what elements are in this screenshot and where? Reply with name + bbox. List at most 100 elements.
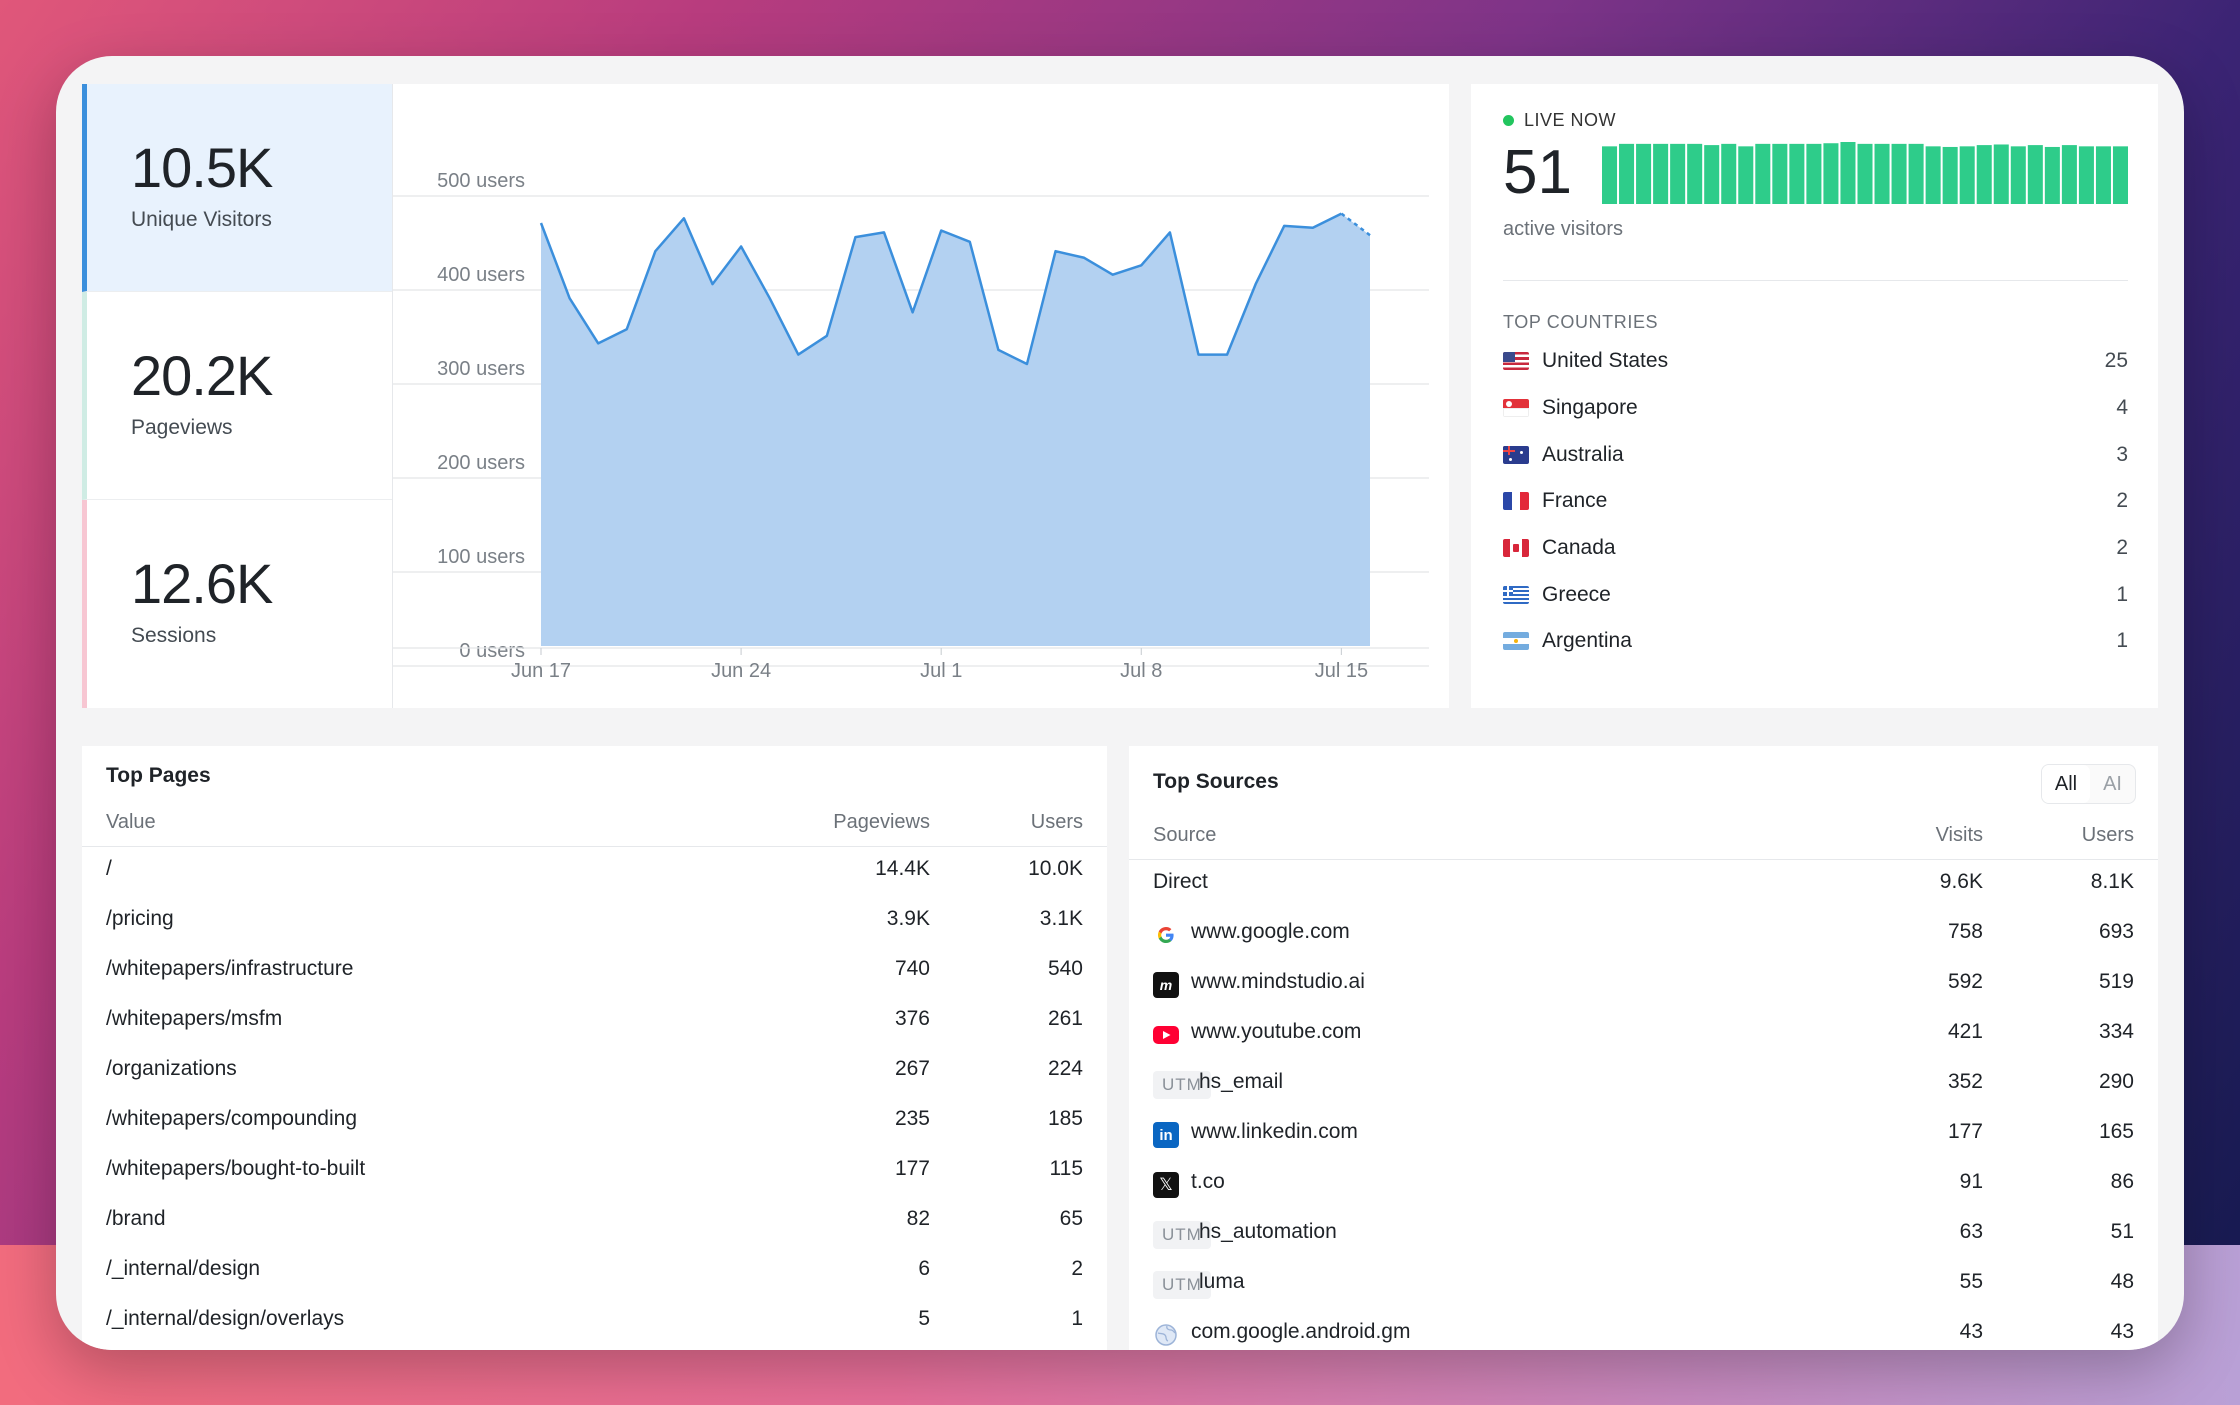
- live-status-dot-icon: [1503, 115, 1514, 126]
- country-row[interactable]: Australia 3: [1503, 431, 2128, 478]
- column-header-source[interactable]: Source: [1153, 824, 1217, 846]
- data-point[interactable]: [767, 295, 773, 301]
- data-point[interactable]: [538, 220, 544, 226]
- visits-value: 352: [1947, 1070, 1983, 1093]
- data-point[interactable]: [710, 281, 716, 287]
- country-row[interactable]: Singapore 4: [1503, 385, 2128, 432]
- data-point[interactable]: [1110, 272, 1116, 278]
- table-row[interactable]: UTM hs_email 352 290: [1129, 1060, 2158, 1110]
- country-name: United States: [1542, 349, 1669, 373]
- table-row[interactable]: m www.mindstudio.ai 592 519: [1129, 960, 2158, 1010]
- table-row[interactable]: www.google.com 758 693: [1129, 910, 2158, 960]
- series-area: [541, 213, 1370, 646]
- x-icon: 𝕏: [1153, 1172, 1179, 1198]
- table-row[interactable]: /whitepapers/infrastructure 740 540: [82, 947, 1107, 997]
- kpi-pageviews[interactable]: 20.2K Pageviews: [82, 292, 392, 500]
- data-point[interactable]: [1338, 211, 1344, 217]
- data-point[interactable]: [1253, 281, 1259, 287]
- visits-value: 592: [1947, 970, 1983, 993]
- visits-value: 177: [1947, 1120, 1983, 1143]
- source-name: www.youtube.com: [1191, 1020, 1362, 1043]
- column-header-visits[interactable]: Visits: [1935, 824, 1983, 846]
- table-row[interactable]: com.google.android.gm 43 43: [1129, 1310, 2158, 1350]
- table-row[interactable]: www.youtube.com 421 334: [1129, 1010, 2158, 1060]
- data-point[interactable]: [681, 215, 687, 221]
- country-row[interactable]: Argentina 1: [1503, 618, 2128, 665]
- live-activity-bar: [1619, 143, 1635, 204]
- source-name: com.google.android.gm: [1191, 1320, 1411, 1343]
- visits-value: 43: [1959, 1320, 1983, 1343]
- kpi-label: Sessions: [131, 624, 217, 647]
- column-header-users[interactable]: Users: [2081, 824, 2134, 846]
- data-point[interactable]: [1138, 262, 1144, 268]
- table-row[interactable]: /whitepapers/bought-to-built 177 115: [82, 1147, 1107, 1197]
- table-row[interactable]: UTM hs_automation 63 51: [1129, 1210, 2158, 1260]
- data-point[interactable]: [910, 309, 916, 315]
- flag-sg-icon: [1503, 399, 1529, 418]
- data-point[interactable]: [1224, 352, 1230, 358]
- data-point[interactable]: [1281, 223, 1287, 229]
- data-point[interactable]: [824, 333, 830, 339]
- visitors-chart[interactable]: 0 users 100 users 200 users 300 users 400 us…: [393, 84, 1449, 708]
- table-row[interactable]: /whitepapers/compounding 235 185: [82, 1097, 1107, 1147]
- country-count: 2: [2116, 489, 2128, 513]
- data-point[interactable]: [938, 228, 944, 234]
- kpi-sessions[interactable]: 12.6K Sessions: [82, 500, 392, 708]
- data-point[interactable]: [795, 352, 801, 358]
- data-point[interactable]: [1167, 229, 1173, 235]
- data-point[interactable]: [567, 295, 573, 301]
- data-point[interactable]: [1195, 352, 1201, 358]
- live-activity-bar: [1857, 143, 1873, 204]
- visitors-area-chart[interactable]: 0 users 100 users 200 users 300 users 400 us…: [393, 84, 1449, 708]
- live-activity-bar: [1738, 146, 1754, 204]
- data-point[interactable]: [1053, 248, 1059, 254]
- data-point[interactable]: [967, 239, 973, 245]
- users-value: 185: [1047, 1107, 1083, 1130]
- country-row[interactable]: United States 25: [1503, 338, 2128, 385]
- country-row[interactable]: France 2: [1503, 478, 2128, 525]
- live-activity-bar: [1670, 143, 1686, 204]
- table-row[interactable]: /whitepapers/msfm 376 261: [82, 997, 1107, 1047]
- data-point[interactable]: [1367, 232, 1373, 238]
- live-activity-bar: [1891, 143, 1907, 204]
- flag-us-icon: [1503, 352, 1529, 371]
- data-point[interactable]: [595, 340, 601, 346]
- country-row[interactable]: Greece 1: [1503, 571, 2128, 618]
- table-row[interactable]: UTM luma 55 48: [1129, 1260, 2158, 1310]
- data-point[interactable]: [624, 326, 630, 332]
- data-point[interactable]: [1024, 361, 1030, 367]
- country-count: 25: [2104, 349, 2128, 373]
- table-row[interactable]: /organizations 267 224: [82, 1047, 1107, 1097]
- data-point[interactable]: [652, 248, 658, 254]
- traffic-overview-card: 10.5K Unique Visitors 20.2K Pageviews 12…: [82, 84, 1449, 708]
- users-value: 519: [2098, 970, 2134, 993]
- filter-all-button[interactable]: All: [2041, 765, 2091, 803]
- top-pages-title: Top Pages: [106, 764, 211, 787]
- column-header-value[interactable]: Value: [106, 811, 156, 833]
- source-name: www.linkedin.com: [1191, 1120, 1358, 1143]
- data-point[interactable]: [881, 229, 887, 235]
- table-row[interactable]: /brand 82 65: [82, 1197, 1107, 1247]
- kpi-label: Unique Visitors: [131, 208, 272, 231]
- country-row[interactable]: Canada 2: [1503, 525, 2128, 572]
- table-row[interactable]: in www.linkedin.com 177 165: [1129, 1110, 2158, 1160]
- data-point[interactable]: [1081, 255, 1087, 261]
- data-point[interactable]: [852, 234, 858, 240]
- table-row[interactable]: /_internal/design/overlays 5 1: [82, 1297, 1107, 1347]
- table-row[interactable]: / 14.4K 10.0K: [82, 847, 1107, 897]
- kpi-unique-visitors[interactable]: 10.5K Unique Visitors: [82, 84, 392, 292]
- top-sources-card: Top Sources All AI Source Visits Users D…: [1129, 746, 2158, 1350]
- pageviews-value: 267: [894, 1057, 930, 1080]
- table-row[interactable]: /pricing 3.9K 3.1K: [82, 897, 1107, 947]
- column-header-pageviews[interactable]: Pageviews: [833, 811, 930, 833]
- column-header-users[interactable]: Users: [1030, 811, 1083, 833]
- users-value: 290: [2098, 1070, 2134, 1093]
- data-point[interactable]: [738, 244, 744, 250]
- google-icon: [1153, 922, 1179, 948]
- data-point[interactable]: [1310, 225, 1316, 231]
- data-point[interactable]: [995, 347, 1001, 353]
- table-row[interactable]: Direct 9.6K 8.1K: [1129, 860, 2158, 910]
- filter-ai-button[interactable]: AI: [2103, 773, 2122, 795]
- table-row[interactable]: /_internal/design 6 2: [82, 1247, 1107, 1297]
